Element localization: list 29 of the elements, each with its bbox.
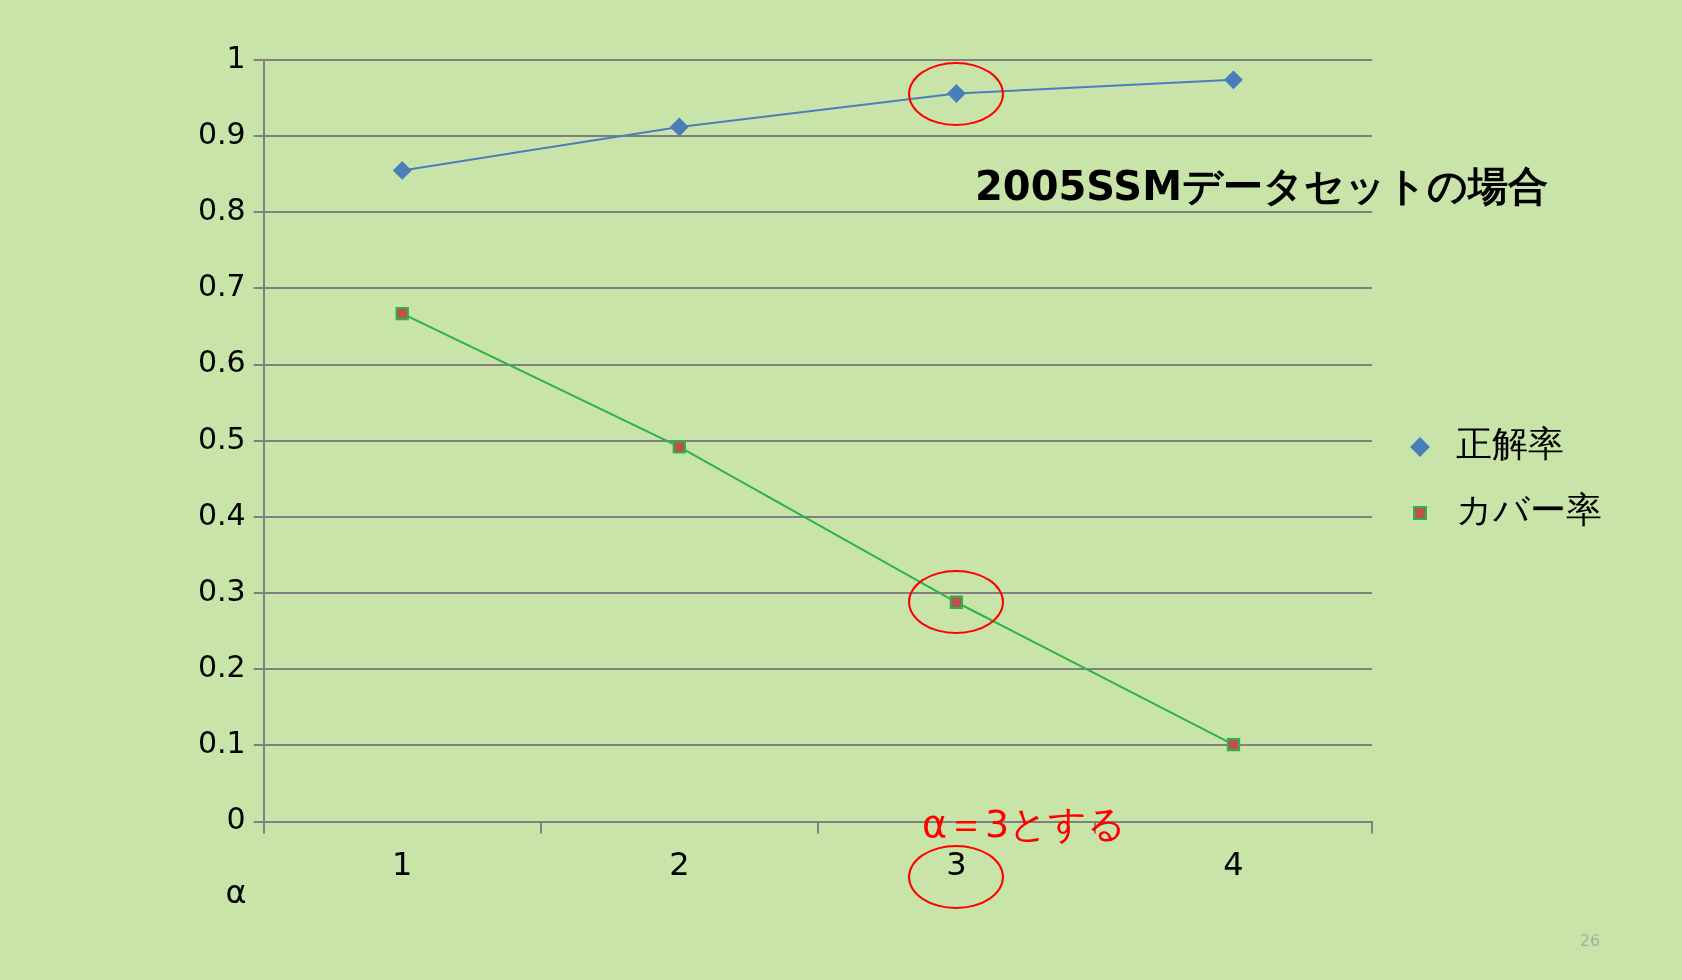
point: [1226, 738, 1241, 752]
x-axis-title: α: [225, 873, 247, 912]
point: [670, 118, 689, 137]
annotation: α＝3とする: [922, 802, 1127, 847]
point: [949, 595, 964, 609]
y-tick-label: 0: [226, 801, 246, 837]
y-tick-label: 0.5: [197, 420, 246, 456]
x-tick-label: 3: [946, 845, 967, 884]
text: 26: [1579, 931, 1601, 951]
x-tick-label: 2: [669, 845, 690, 884]
y-tick-label: 0.1: [197, 725, 246, 761]
point: [947, 84, 966, 103]
y-tick-label: 0.3: [197, 572, 246, 608]
y-tick-label: 0.2: [197, 649, 246, 685]
point: [393, 161, 412, 180]
y-tick-label: 0.6: [197, 344, 246, 380]
x-tick-label: 1: [392, 845, 413, 884]
legend-label: 正解率: [1456, 423, 1564, 465]
legend-label: カバー率: [1456, 489, 1602, 531]
y-tick-label: 0.9: [197, 115, 246, 151]
y-tick-label: 0.7: [197, 268, 246, 304]
point: [672, 440, 686, 454]
point: [395, 306, 409, 321]
point: [1224, 70, 1243, 89]
text: 2005SSMデータセットの場合: [975, 162, 1548, 209]
y-tick-label: 0.8: [197, 192, 246, 228]
y-tick-label: 1: [226, 39, 246, 75]
x-tick-label: 4: [1223, 845, 1244, 884]
y-tick-label: 0.4: [197, 496, 246, 532]
